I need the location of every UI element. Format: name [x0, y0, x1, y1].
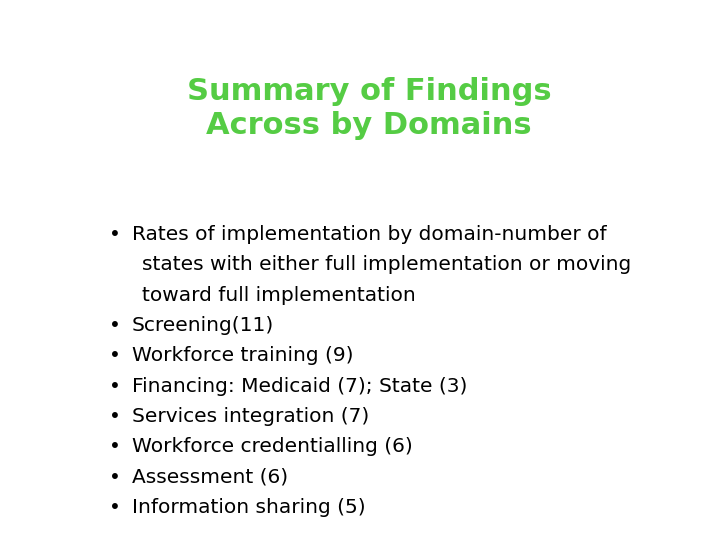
Text: Summary of Findings
Across by Domains: Summary of Findings Across by Domains — [186, 77, 552, 140]
Text: •: • — [109, 407, 121, 426]
Text: toward full implementation: toward full implementation — [142, 286, 415, 305]
Text: •: • — [109, 437, 121, 456]
Text: •: • — [109, 346, 121, 365]
Text: •: • — [109, 225, 121, 244]
Text: Assessment (6): Assessment (6) — [132, 468, 288, 487]
Text: Screening(11): Screening(11) — [132, 316, 274, 335]
Text: Workforce training (9): Workforce training (9) — [132, 346, 354, 365]
Text: Rates of implementation by domain-number of: Rates of implementation by domain-number… — [132, 225, 606, 244]
Text: •: • — [109, 468, 121, 487]
Text: states with either full implementation or moving: states with either full implementation o… — [142, 255, 631, 274]
Text: •: • — [109, 377, 121, 396]
Text: Information sharing (5): Information sharing (5) — [132, 498, 366, 517]
Text: Financing: Medicaid (7); State (3): Financing: Medicaid (7); State (3) — [132, 377, 467, 396]
Text: •: • — [109, 316, 121, 335]
Text: Workforce credentialling (6): Workforce credentialling (6) — [132, 437, 413, 456]
Text: Services integration (7): Services integration (7) — [132, 407, 369, 426]
Text: •: • — [109, 498, 121, 517]
